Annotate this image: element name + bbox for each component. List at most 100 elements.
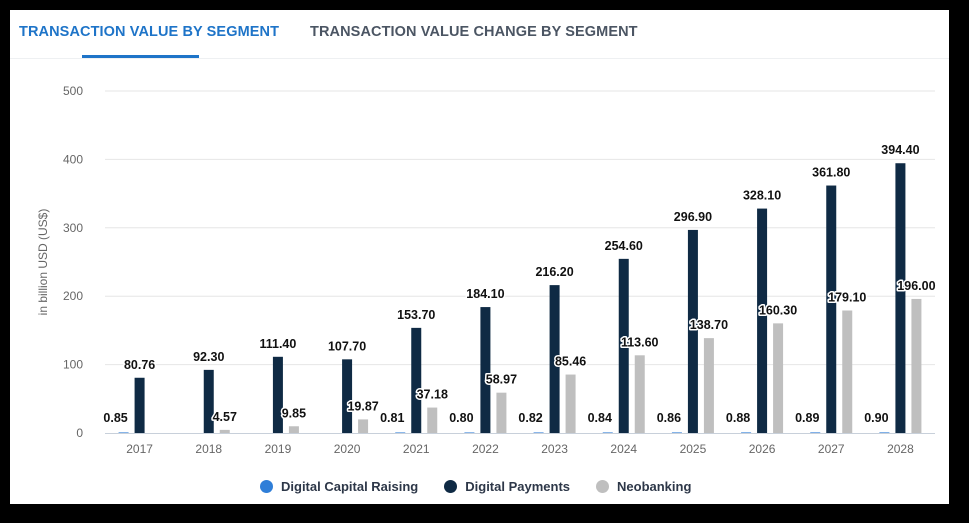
x-tick-label: 2027 xyxy=(818,442,845,456)
data-label-digital-payments-2027: 361.80 xyxy=(812,166,850,180)
bar-chart: 0 100 200 300 400 500 in billion USD (US$) 2017… xyxy=(36,84,937,456)
data-label-digital-payments-2017: 80.76 xyxy=(124,358,155,372)
data-label-digital-capital-raising-2024: 0.84 xyxy=(588,411,612,425)
bar-digital-capital-raising-2028 xyxy=(879,432,890,433)
bar-digital-capital-raising-2024 xyxy=(602,432,613,433)
chart-panel: TRANSACTION VALUE BY SEGMENT TRANSACTION… xyxy=(10,10,949,504)
y-tick-label: 200 xyxy=(63,289,83,303)
x-tick-label: 2028 xyxy=(887,442,914,456)
y-tick-label: 0 xyxy=(76,426,83,440)
legend-label-neobanking: Neobanking xyxy=(617,478,692,494)
data-label-digital-payments-2026: 328.10 xyxy=(743,189,781,203)
bar-digital-capital-raising-2017 xyxy=(118,432,129,433)
data-label-digital-capital-raising-2021: 0.81 xyxy=(380,411,404,425)
bar-digital-payments-2023 xyxy=(549,285,560,433)
tabs-divider xyxy=(10,58,949,59)
data-label-digital-capital-raising-2027: 0.89 xyxy=(795,411,819,425)
x-tick-label: 2017 xyxy=(126,442,153,456)
data-label-digital-payments-2020: 107.70 xyxy=(328,339,366,353)
data-label-digital-capital-raising-2028: 0.90 xyxy=(864,411,888,425)
bar-neobanking-2019 xyxy=(288,426,299,433)
x-tick-label: 2020 xyxy=(334,442,361,456)
bar-digital-payments-2019 xyxy=(272,356,283,433)
legend-item-digital-capital-raising[interactable]: Digital Capital Raising xyxy=(260,479,418,494)
y-tick-label: 500 xyxy=(63,84,83,98)
y-tick-label: 300 xyxy=(63,221,83,235)
bar-neobanking-2023 xyxy=(565,374,576,433)
x-tick-label: 2019 xyxy=(265,442,292,456)
legend-marker-digital-capital-raising xyxy=(260,479,273,493)
data-label-digital-payments-2028: 394.40 xyxy=(881,143,919,157)
y-tick-label: 100 xyxy=(63,358,83,372)
legend-marker-neobanking xyxy=(596,479,610,493)
tab-transaction-value-change-by-segment[interactable]: TRANSACTION VALUE CHANGE BY SEGMENT xyxy=(310,24,638,40)
bar-digital-payments-2028 xyxy=(895,163,906,433)
data-label-digital-capital-raising-2023: 0.82 xyxy=(518,411,542,425)
legend-item-neobanking[interactable]: Neobanking xyxy=(596,479,691,494)
bar-digital-capital-raising-2022 xyxy=(464,432,475,433)
bar-neobanking-2018 xyxy=(219,429,230,433)
bar-digital-capital-raising-2021 xyxy=(395,432,406,433)
data-label-neobanking-2028: 196.00 xyxy=(897,279,935,293)
data-label-neobanking-2018: 4.57 xyxy=(213,410,237,424)
bar-digital-capital-raising-2027 xyxy=(810,432,821,433)
data-label-neobanking-2023: 85.46 xyxy=(555,355,586,369)
x-tick-label: 2025 xyxy=(680,442,707,456)
data-label-digital-capital-raising-2026: 0.88 xyxy=(726,411,750,425)
data-label-digital-payments-2022: 184.10 xyxy=(466,287,504,301)
bar-digital-capital-raising-2023 xyxy=(533,432,544,433)
bar-neobanking-2025 xyxy=(703,338,714,433)
legend-item-digital-payments[interactable]: Digital Payments xyxy=(444,479,570,494)
data-label-digital-payments-2021: 153.70 xyxy=(397,308,435,322)
bar-digital-payments-2021 xyxy=(411,327,422,433)
x-tick-label: 2021 xyxy=(403,442,430,456)
data-label-neobanking-2026: 160.30 xyxy=(759,303,797,317)
legend-label-digital-capital-raising: Digital Capital Raising xyxy=(281,478,419,494)
tab-bar: TRANSACTION VALUE BY SEGMENT TRANSACTION… xyxy=(10,10,949,59)
data-label-digital-capital-raising-2017: 0.85 xyxy=(103,411,127,425)
x-tick-label: 2018 xyxy=(195,442,222,456)
legend-marker-digital-payments xyxy=(444,479,458,493)
data-label-neobanking-2021: 37.18 xyxy=(417,388,448,402)
x-tick-label: 2022 xyxy=(472,442,499,456)
active-tab-indicator xyxy=(82,55,199,58)
bar-digital-payments-2025 xyxy=(687,229,698,433)
bar-digital-payments-2018 xyxy=(203,369,214,433)
bar-digital-payments-2026 xyxy=(757,208,768,433)
data-label-digital-payments-2025: 296.90 xyxy=(674,210,712,224)
bar-neobanking-2020 xyxy=(358,419,369,433)
x-tick-label: 2026 xyxy=(749,442,776,456)
bar-digital-capital-raising-2025 xyxy=(671,432,682,433)
data-label-digital-capital-raising-2022: 0.80 xyxy=(449,411,473,425)
bar-neobanking-2021 xyxy=(427,407,438,433)
bar-digital-capital-raising-2026 xyxy=(741,432,752,433)
data-label-digital-payments-2023: 216.20 xyxy=(535,265,573,279)
bar-digital-payments-2020 xyxy=(342,359,353,433)
bar-neobanking-2027 xyxy=(842,310,853,433)
x-tick-label: 2024 xyxy=(610,442,637,456)
data-label-digital-payments-2018: 92.30 xyxy=(193,350,224,364)
data-label-neobanking-2024: 113.60 xyxy=(621,335,659,349)
x-tick-label: 2023 xyxy=(541,442,568,456)
bar-neobanking-2024 xyxy=(634,355,645,433)
data-label-digital-capital-raising-2025: 0.86 xyxy=(657,411,681,425)
bar-neobanking-2022 xyxy=(496,392,507,433)
bar-digital-payments-2024 xyxy=(618,258,629,433)
data-label-neobanking-2027: 179.10 xyxy=(828,290,866,304)
bar-neobanking-2028 xyxy=(911,298,922,433)
data-label-neobanking-2025: 138.70 xyxy=(690,318,728,332)
bar-digital-payments-2027 xyxy=(826,185,837,433)
y-tick-label: 400 xyxy=(63,152,83,166)
tab-transaction-value-by-segment[interactable]: TRANSACTION VALUE BY SEGMENT xyxy=(19,24,280,40)
data-label-digital-payments-2019: 111.40 xyxy=(259,337,296,351)
data-label-neobanking-2020: 19.87 xyxy=(347,399,378,413)
bar-digital-payments-2017 xyxy=(134,377,145,433)
y-axis-title: in billion USD (US$) xyxy=(36,209,50,316)
bar-neobanking-2026 xyxy=(773,323,784,433)
chart-legend: Digital Capital Raising Digital Payments… xyxy=(260,476,691,496)
data-label-digital-payments-2024: 254.60 xyxy=(605,239,643,253)
legend-label-digital-payments: Digital Payments xyxy=(465,478,571,494)
data-label-neobanking-2022: 58.97 xyxy=(486,373,517,387)
data-label-neobanking-2019: 9.85 xyxy=(282,406,306,420)
bar-digital-payments-2022 xyxy=(480,307,491,433)
